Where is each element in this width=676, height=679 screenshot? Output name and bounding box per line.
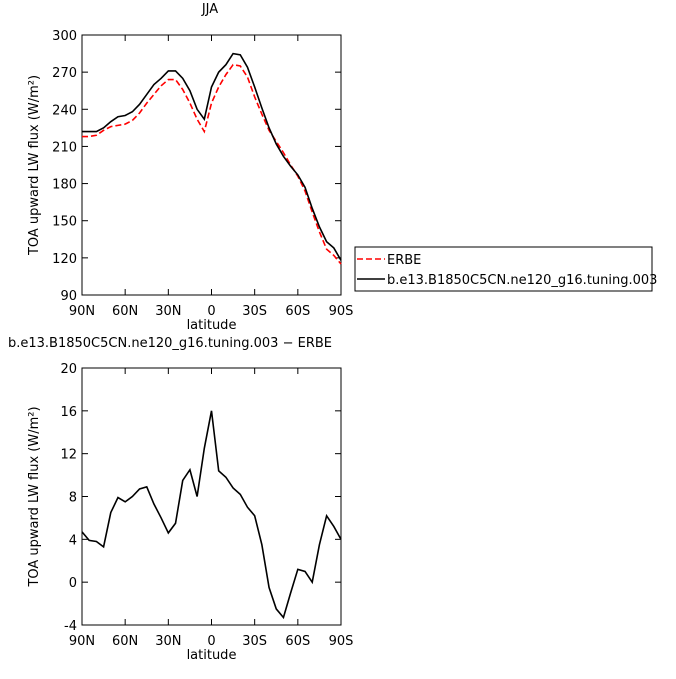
plot-frame [81, 367, 342, 626]
x-tick-label: 90N [69, 634, 95, 649]
y-tick-label: 210 [52, 140, 77, 155]
x-tick-label: 30S [242, 304, 267, 319]
x-axis-label: latitude [187, 318, 237, 333]
x-tick-label: 0 [207, 304, 215, 319]
x-tick-label: 30N [155, 634, 181, 649]
x-tick-label: 30S [242, 634, 267, 649]
x-tick-label: 60S [285, 304, 310, 319]
x-tick-label: 60S [285, 634, 310, 649]
y-tick-label: 300 [52, 29, 77, 44]
y-tick-label: 8 [69, 491, 77, 506]
x-tick-label: 90N [69, 304, 95, 319]
data-line [82, 52, 342, 261]
y-tick-label: 90 [60, 289, 77, 304]
y-tick-label: 240 [52, 103, 77, 118]
y-axis-label: TOA upward LW flux (W/m²) [27, 406, 42, 587]
y-tick-label: 20 [60, 362, 77, 377]
x-tick-label: 60N [112, 634, 138, 649]
x-tick-label: 90S [329, 304, 354, 319]
x-tick-label: 90S [329, 634, 354, 649]
y-tick-label: 0 [69, 576, 77, 591]
y-tick-label: -4 [64, 619, 77, 634]
legend-label: b.e13.B1850C5CN.ne120_g16.tuning.003 [387, 273, 657, 288]
data-line [81, 410, 342, 620]
y-tick-label: 120 [52, 252, 77, 267]
x-axis-label: latitude [187, 648, 237, 663]
legend-label: ERBE [387, 253, 421, 268]
chart-title: JJA [201, 2, 218, 17]
y-tick-label: 150 [52, 215, 77, 230]
data-line [82, 63, 342, 265]
x-tick-label: 60N [112, 304, 138, 319]
chart-title: b.e13.B1850C5CN.ne120_g16.tuning.003 − E… [8, 336, 332, 351]
y-tick-label: 16 [60, 405, 77, 420]
x-tick-label: 30N [155, 304, 181, 319]
y-tick-label: 4 [69, 533, 77, 548]
y-tick-label: 270 [52, 66, 77, 81]
y-axis-label: TOA upward LW flux (W/m²) [27, 75, 42, 256]
plot-frame [81, 34, 342, 296]
y-tick-label: 12 [60, 448, 77, 463]
x-tick-label: 0 [207, 634, 215, 649]
legend-box [354, 246, 653, 292]
y-tick-label: 180 [52, 178, 77, 193]
